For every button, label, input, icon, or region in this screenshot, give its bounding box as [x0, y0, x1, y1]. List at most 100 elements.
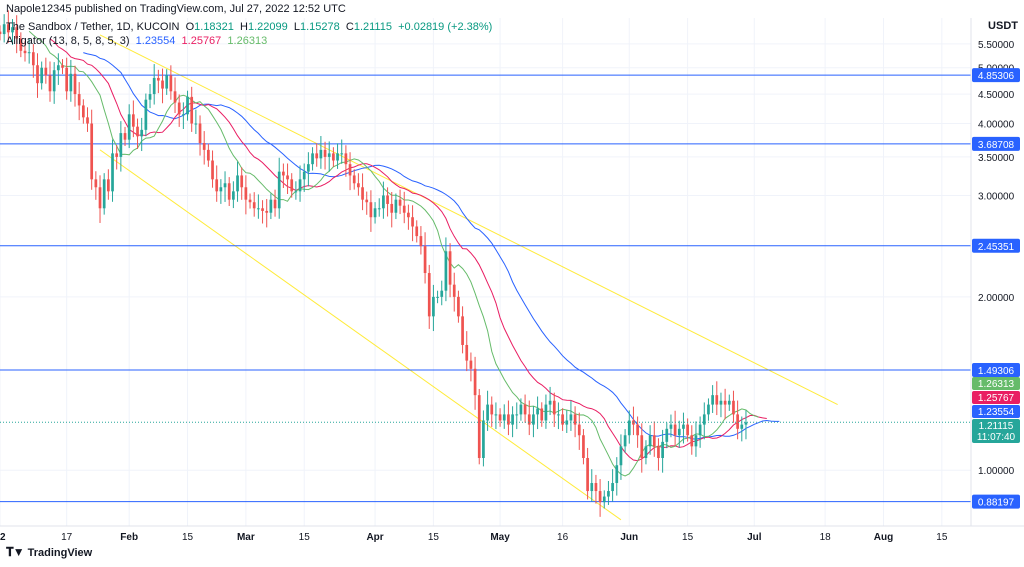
candle-body	[31, 52, 35, 66]
candle-body	[344, 153, 348, 165]
candle-body	[377, 208, 381, 210]
y-tick-label: 2.00000	[978, 293, 1015, 304]
x-tick-label: 16	[557, 532, 569, 543]
candle-body	[373, 208, 377, 218]
candle-body	[265, 210, 269, 213]
candle-body	[23, 50, 27, 54]
candle-body	[298, 179, 302, 192]
candle-body	[369, 202, 373, 218]
candle-body	[73, 73, 77, 95]
alligator-teeth-line	[49, 38, 767, 462]
x-tick-label: 15	[428, 532, 440, 543]
candle-body	[386, 195, 389, 204]
tradingview-logo[interactable]: 𝐓▼ TradingView	[6, 545, 92, 560]
level-price-text: 2.45351	[978, 242, 1015, 253]
level-price-tag	[972, 136, 1020, 151]
alligator-lips-line	[28, 30, 759, 477]
candle-body	[157, 77, 160, 81]
candle-body	[173, 91, 177, 103]
level-price-text: 1.49306	[978, 366, 1015, 377]
y-tick-label: 3.50000	[978, 153, 1015, 164]
candle-body	[694, 435, 698, 447]
symbol-name[interactable]: The Sandbox / Tether, 1D, KUCOIN	[6, 21, 180, 33]
indicator-price-tag	[972, 418, 1020, 443]
candle-body	[40, 67, 44, 84]
candle-body	[48, 75, 52, 92]
candle-body	[648, 435, 652, 447]
candle-body	[611, 483, 614, 492]
indicator-price-tag	[972, 390, 1020, 404]
candle-body	[302, 171, 306, 180]
candle-body	[461, 316, 464, 345]
candle-body	[365, 199, 369, 203]
candle-body	[490, 404, 494, 415]
candle-body	[602, 496, 606, 503]
candle-body	[261, 208, 264, 211]
x-tick-label: Feb	[120, 532, 138, 543]
candle-body	[98, 187, 102, 209]
candle-body	[127, 114, 131, 140]
candle-body	[11, 27, 14, 33]
candle-body	[719, 400, 723, 405]
countdown-text: 11:07:40	[977, 432, 1016, 443]
x-tick-label: May	[490, 532, 510, 543]
candle-body	[152, 77, 156, 95]
level-price-text: 0.88197	[978, 498, 1015, 509]
candle-body	[144, 99, 148, 130]
candle-body	[27, 52, 31, 54]
indicator-price-tag	[972, 404, 1020, 418]
candle-body	[211, 160, 214, 180]
candle-body	[336, 153, 339, 161]
candle-body	[577, 424, 581, 436]
candle-body	[507, 414, 510, 425]
candle-body	[311, 153, 314, 165]
candle-body	[352, 175, 356, 184]
candle-body	[36, 65, 39, 84]
indicator-price-text: 1.21115	[979, 421, 1014, 432]
candle-body	[257, 208, 260, 210]
candle-body	[586, 457, 589, 492]
candle-body	[394, 199, 398, 213]
y-tick-label: 1.00000	[978, 466, 1015, 477]
candle-body	[444, 251, 448, 291]
teeth-value: 1.25767	[181, 35, 222, 47]
candle-body	[390, 203, 394, 213]
level-price-tag	[972, 238, 1020, 253]
candle-body	[711, 395, 714, 405]
candle-body	[182, 114, 185, 116]
tradingview-brand: TradingView	[27, 546, 93, 559]
candle-body	[86, 117, 89, 124]
level-price-tag	[972, 68, 1020, 83]
candle-body	[232, 191, 235, 200]
candle-body	[440, 290, 444, 297]
indicator-name[interactable]: Alligator (13, 8, 5, 8, 5, 3)	[6, 35, 130, 47]
candle-body	[273, 199, 277, 209]
x-tick-label: Jul	[747, 532, 762, 543]
candle-body	[432, 296, 435, 317]
candle-body	[148, 94, 152, 100]
candle-body	[111, 153, 114, 192]
candle-body	[665, 428, 669, 442]
x-tick-label: 15	[299, 532, 311, 543]
level-price-text: 3.68708	[978, 140, 1015, 151]
candle-body	[382, 195, 385, 209]
candle-body	[686, 424, 689, 436]
candle-body	[644, 446, 648, 458]
candle-body	[161, 80, 164, 89]
candle-body	[194, 123, 198, 125]
close-value: 1.21115	[353, 21, 392, 33]
candle-body	[615, 465, 619, 484]
candle-body	[207, 149, 210, 161]
candle-body	[619, 446, 623, 466]
candle-body	[561, 414, 564, 425]
candle-body	[119, 133, 123, 157]
plot-area[interactable]	[0, 18, 971, 526]
candle-body	[15, 27, 19, 39]
candle-body	[202, 143, 206, 150]
candle-body	[56, 65, 60, 71]
candle-body	[223, 183, 227, 188]
lips-value: 1.26313	[227, 35, 268, 47]
candle-body	[523, 404, 527, 415]
x-tick-label: Jun	[620, 532, 638, 543]
